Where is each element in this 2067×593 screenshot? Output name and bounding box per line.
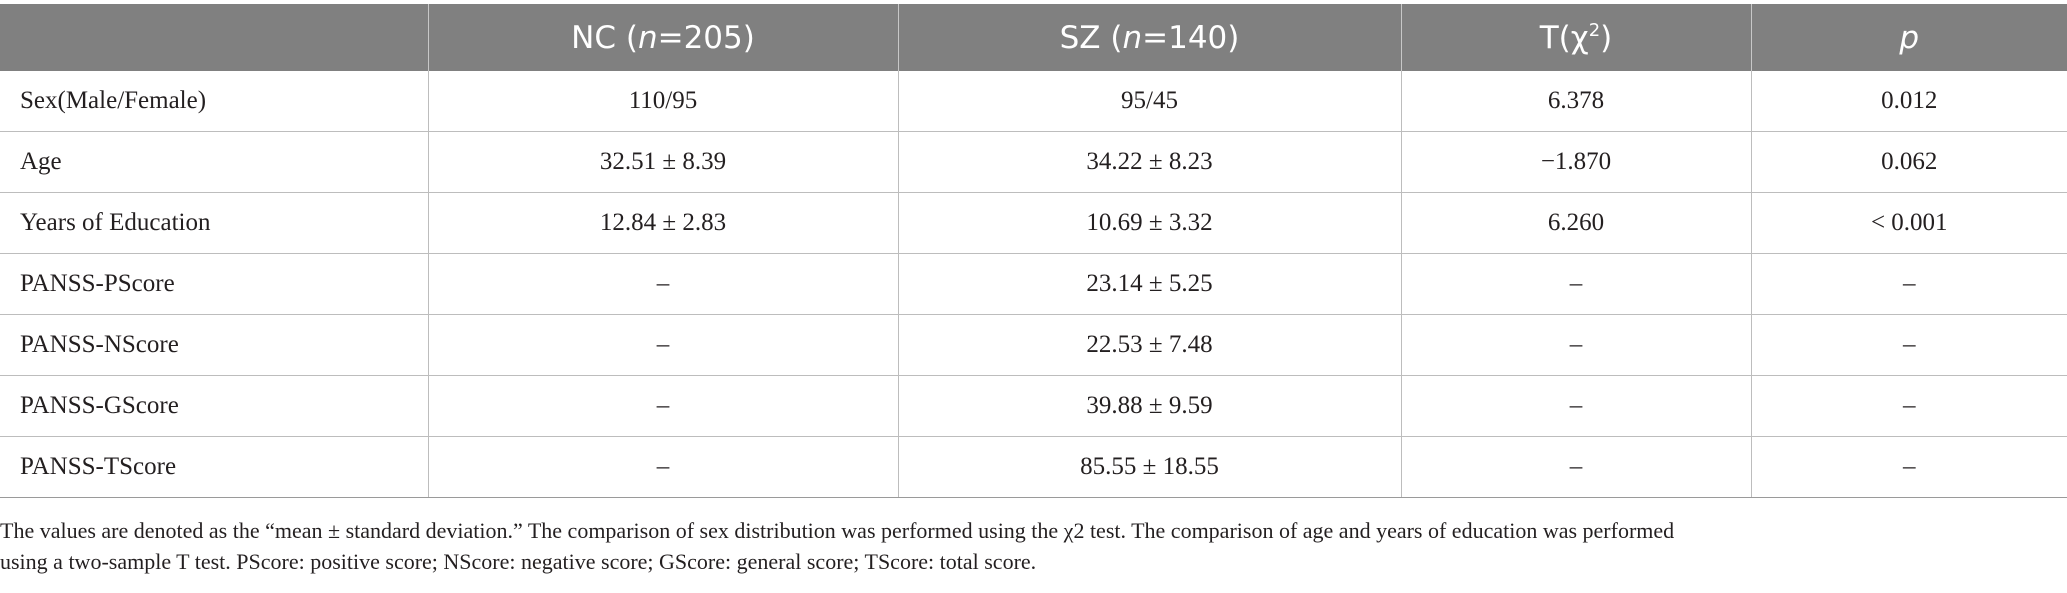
cell-sz: 22.53 ± 7.48: [897, 314, 1401, 376]
cell-nc: 110/95: [427, 71, 898, 132]
table-row: PANSS-NScore – 22.53 ± 7.48 – –: [0, 314, 2067, 376]
cell-p: 0.062: [1750, 131, 2067, 193]
table-row: Years of Education 12.84 ± 2.83 10.69 ± …: [0, 192, 2067, 254]
footnote-line-2: using a two-sample T test. PScore: posit…: [0, 549, 1037, 574]
header-nc-n: n: [637, 19, 658, 56]
header-sz-suffix: =140): [1142, 19, 1240, 56]
header-variable: [0, 4, 428, 71]
cell-nc: –: [427, 314, 898, 376]
cell-nc: 12.84 ± 2.83: [427, 192, 898, 254]
cell-nc: 32.51 ± 8.39: [427, 131, 898, 193]
cell-sz: 34.22 ± 8.23: [897, 131, 1401, 193]
cell-t: 6.260: [1400, 192, 1751, 254]
cell-sz: 39.88 ± 9.59: [897, 375, 1401, 437]
header-nc-prefix: NC (: [571, 19, 638, 56]
cell-p: 0.012: [1750, 71, 2067, 132]
cell-p: < 0.001: [1750, 192, 2067, 254]
header-row: NC (n=205) SZ (n=140) T(χ2) p: [0, 4, 2067, 71]
cell-sz: 23.14 ± 5.25: [897, 253, 1401, 315]
header-p: p: [1750, 4, 2067, 71]
header-nc: NC (n=205): [427, 4, 898, 71]
cell-sz: 95/45: [897, 71, 1401, 132]
cell-nc: –: [427, 436, 898, 498]
row-label: Sex(Male/Female): [20, 87, 207, 114]
cell-nc: –: [427, 375, 898, 437]
header-p-label: p: [1899, 19, 1920, 56]
cell-t: –: [1400, 253, 1751, 315]
cell-nc: –: [427, 253, 898, 315]
cell-p: –: [1750, 253, 2067, 315]
header-sz-n: n: [1122, 19, 1143, 56]
cell-t: –: [1400, 436, 1751, 498]
cell-sz: 10.69 ± 3.32: [897, 192, 1401, 254]
header-t-base: T(χ: [1539, 19, 1589, 56]
table-row: Age 32.51 ± 8.39 34.22 ± 8.23 −1.870 0.0…: [0, 131, 2067, 193]
cell-t: –: [1400, 375, 1751, 437]
table-row: PANSS-TScore – 85.55 ± 18.55 – –: [0, 436, 2067, 498]
header-sz: SZ (n=140): [897, 4, 1401, 71]
table-row: PANSS-PScore – 23.14 ± 5.25 – –: [0, 253, 2067, 315]
row-label: PANSS-TScore: [0, 436, 428, 498]
header-sz-prefix: SZ (: [1059, 19, 1123, 56]
cell-sz: 85.55 ± 18.55: [897, 436, 1401, 498]
cell-t: –: [1400, 314, 1751, 376]
header-t-sup: 2: [1588, 19, 1601, 41]
header-t-close: ): [1600, 19, 1613, 56]
header-t-chi2: T(χ2): [1400, 4, 1751, 71]
row-label: Years of Education: [0, 192, 428, 254]
table-row: PANSS-GScore – 39.88 ± 9.59 – –: [0, 375, 2067, 437]
table-footnote: The values are denoted as the “mean ± st…: [0, 515, 2050, 577]
row-label: Age: [0, 131, 428, 193]
footnote-line-1: The values are denoted as the “mean ± st…: [0, 518, 1675, 543]
cell-p: –: [1750, 436, 2067, 498]
table-row: Sex(Male/Female) 110/95 95/45 6.378 0.01…: [0, 71, 2067, 132]
cell-p: –: [1750, 375, 2067, 437]
demographics-table-container: NC (n=205) SZ (n=140) T(χ2) p Sex(Male/F…: [0, 4, 2067, 498]
row-label: PANSS-GScore: [0, 375, 428, 437]
cell-t: 6.378: [1400, 71, 1751, 132]
demographics-table: NC (n=205) SZ (n=140) T(χ2) p Sex(Male/F…: [0, 4, 2067, 498]
cell-p: –: [1750, 314, 2067, 376]
row-label: PANSS-NScore: [0, 314, 428, 376]
header-nc-suffix: =205): [657, 19, 755, 56]
cell-t: −1.870: [1400, 131, 1751, 193]
row-label: PANSS-PScore: [0, 253, 428, 315]
